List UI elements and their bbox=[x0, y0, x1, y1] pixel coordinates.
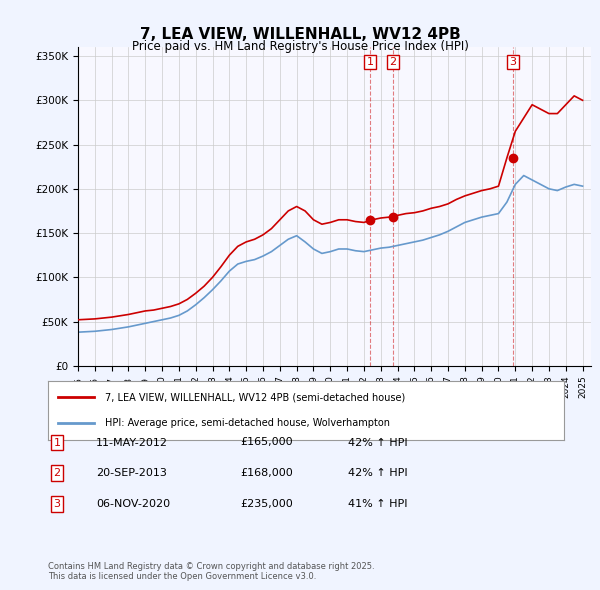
Text: £168,000: £168,000 bbox=[240, 468, 293, 478]
Text: 41% ↑ HPI: 41% ↑ HPI bbox=[348, 499, 407, 509]
Text: 7, LEA VIEW, WILLENHALL, WV12 4PB (semi-detached house): 7, LEA VIEW, WILLENHALL, WV12 4PB (semi-… bbox=[105, 392, 405, 402]
Text: 20-SEP-2013: 20-SEP-2013 bbox=[96, 468, 167, 478]
Text: 1: 1 bbox=[367, 57, 373, 67]
Text: HPI: Average price, semi-detached house, Wolverhampton: HPI: Average price, semi-detached house,… bbox=[105, 418, 390, 428]
Text: 3: 3 bbox=[53, 499, 61, 509]
Text: 7, LEA VIEW, WILLENHALL, WV12 4PB: 7, LEA VIEW, WILLENHALL, WV12 4PB bbox=[140, 27, 460, 41]
Text: 2: 2 bbox=[53, 468, 61, 478]
Text: 11-MAY-2012: 11-MAY-2012 bbox=[96, 438, 168, 447]
Text: 06-NOV-2020: 06-NOV-2020 bbox=[96, 499, 170, 509]
Text: £165,000: £165,000 bbox=[240, 438, 293, 447]
Text: 42% ↑ HPI: 42% ↑ HPI bbox=[348, 468, 407, 478]
Text: 2: 2 bbox=[389, 57, 397, 67]
Text: Contains HM Land Registry data © Crown copyright and database right 2025.
This d: Contains HM Land Registry data © Crown c… bbox=[48, 562, 374, 581]
Text: 1: 1 bbox=[53, 438, 61, 447]
Text: Price paid vs. HM Land Registry's House Price Index (HPI): Price paid vs. HM Land Registry's House … bbox=[131, 40, 469, 53]
Text: £235,000: £235,000 bbox=[240, 499, 293, 509]
Text: 42% ↑ HPI: 42% ↑ HPI bbox=[348, 438, 407, 447]
Text: 3: 3 bbox=[509, 57, 516, 67]
